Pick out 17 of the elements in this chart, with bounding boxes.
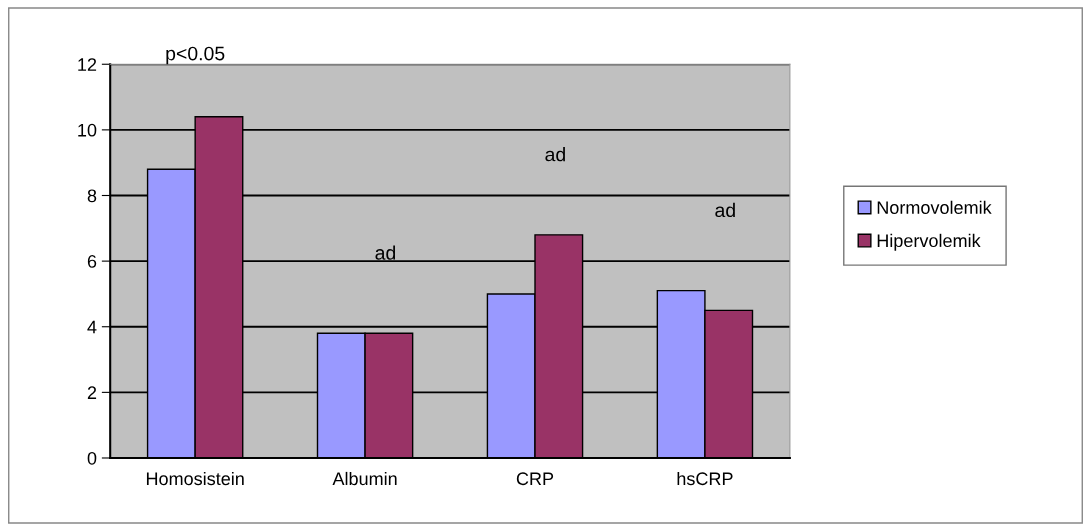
x-tick-label: hsCRP bbox=[677, 471, 733, 486]
y-tick-label: 2 bbox=[87, 386, 97, 399]
annotation: ad bbox=[375, 245, 396, 260]
y-tick-label: 12 bbox=[78, 58, 97, 71]
x-tick-label: Albumin bbox=[332, 471, 397, 486]
x-tick-label: Homosistein bbox=[146, 471, 244, 486]
legend-label: Hipervolemik bbox=[877, 233, 981, 251]
y-tick-label: 4 bbox=[87, 320, 97, 334]
legend-label: Normovolemik bbox=[877, 200, 992, 214]
annotation: p<0.05 bbox=[166, 46, 225, 65]
annotation: ad bbox=[715, 202, 735, 218]
x-tick-label: CRP bbox=[516, 472, 554, 486]
y-tick-label: 0 bbox=[87, 451, 97, 465]
y-tick-label: 10 bbox=[78, 123, 97, 137]
y-tick-label: 6 bbox=[87, 255, 97, 268]
annotation: ad bbox=[545, 147, 565, 162]
y-tick-label: 8 bbox=[87, 189, 97, 203]
